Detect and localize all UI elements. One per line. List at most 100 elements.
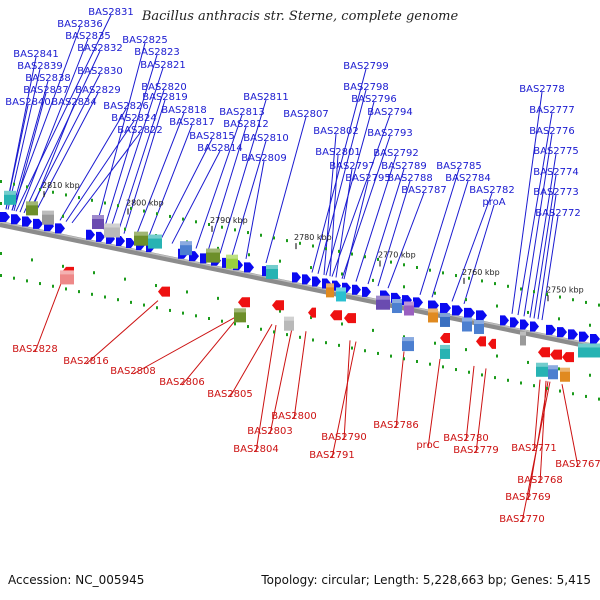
guide-dot-lower-inner (93, 271, 95, 275)
forward-gene-label[interactable]: BAS2826 (103, 101, 149, 112)
forward-gene-label[interactable]: BAS2795 (345, 173, 391, 184)
reverse-gene-label[interactable]: BAS2816 (63, 356, 109, 367)
forward-gene-label[interactable]: BAS2807 (283, 109, 329, 120)
forward-gene-label[interactable]: BAS2810 (243, 133, 289, 144)
forward-gene-label[interactable]: BAS2819 (142, 92, 188, 103)
forward-gene-label[interactable]: BAS2814 (197, 143, 243, 154)
reverse-gene-label[interactable]: BAS2803 (247, 426, 293, 437)
guide-dot-upper-inner (0, 202, 2, 205)
forward-gene-label[interactable]: BAS2776 (529, 126, 575, 137)
forward-gene-label[interactable]: BAS2831 (88, 7, 134, 18)
forward-gene-label[interactable]: BAS2837 (23, 85, 69, 96)
leader-line (29, 104, 75, 215)
forward-gene-label[interactable]: BAS2836 (57, 19, 103, 30)
reverse-gene-label[interactable]: BAS2805 (207, 389, 253, 400)
forward-gene-label[interactable]: BAS2823 (134, 47, 180, 58)
forward-gene-label[interactable]: BAS2825 (122, 35, 168, 46)
forward-gene-label[interactable]: BAS2798 (343, 82, 389, 93)
forward-gene-label[interactable]: BAS2793 (367, 128, 413, 139)
reverse-gene-label[interactable]: BAS2770 (499, 514, 545, 525)
tick-label: 2750 kbp (546, 285, 584, 294)
forward-gene-label[interactable]: BAS2774 (533, 167, 579, 178)
guide-dot-upper (91, 198, 93, 202)
genome-summary-text: Topology: circular; Length: 5,228,663 bp… (261, 573, 591, 587)
reverse-gene-label[interactable]: BAS2804 (233, 444, 279, 455)
forward-gene-arrow (413, 297, 423, 308)
forward-gene-label[interactable]: BAS2815 (189, 131, 235, 142)
forward-gene-label[interactable]: BAS2792 (373, 148, 419, 159)
forward-gene-arrow (55, 223, 65, 234)
forward-gene-label[interactable]: BAS2809 (241, 153, 287, 164)
reverse-gene-label[interactable]: proC (416, 440, 439, 451)
forward-gene-label[interactable]: BAS2789 (381, 161, 427, 172)
leader-line (65, 120, 135, 222)
forward-gene-arrow (520, 319, 529, 330)
reverse-gene-label[interactable]: BAS2800 (271, 411, 317, 422)
reverse-gene-label[interactable]: BAS2768 (517, 475, 563, 486)
reverse-gene-label[interactable]: BAS2828 (12, 344, 58, 355)
forward-gene-label[interactable]: BAS2821 (140, 60, 186, 71)
forward-gene-label[interactable]: BAS2822 (117, 125, 163, 136)
reverse-gene-label[interactable]: BAS2791 (309, 450, 355, 461)
forward-gene-label[interactable]: BAS2773 (533, 187, 579, 198)
reverse-gene-label[interactable]: BAS2790 (321, 432, 367, 443)
forward-gene-label[interactable]: BAS2834 (51, 97, 97, 108)
guide-dot-lower-inner (31, 258, 33, 262)
reverse-gene-label[interactable]: BAS2786 (373, 420, 419, 431)
forward-gene-label[interactable]: BAS2785 (436, 161, 482, 172)
guide-dot-upper (260, 233, 262, 237)
forward-gene-label[interactable]: BAS2820 (141, 82, 187, 93)
forward-gene-label[interactable]: BAS2797 (329, 161, 375, 172)
feature-box (428, 308, 438, 323)
forward-gene-label[interactable]: BAS2812 (223, 119, 269, 130)
guide-dot-lower-inner (217, 296, 219, 300)
forward-gene-label[interactable]: BAS2840 (5, 97, 51, 108)
feature-box (134, 231, 148, 246)
forward-gene-label[interactable]: BAS2829 (75, 85, 121, 96)
forward-gene-label[interactable]: BAS2832 (77, 43, 123, 54)
forward-gene-label[interactable]: BAS2775 (533, 146, 579, 157)
reverse-gene-label[interactable]: BAS2767 (555, 459, 600, 470)
forward-gene-label[interactable]: BAS2778 (519, 84, 565, 95)
forward-gene-label[interactable]: BAS2782 (469, 185, 515, 196)
forward-gene-label[interactable]: BAS2841 (13, 49, 59, 60)
forward-gene-label[interactable]: BAS2787 (401, 185, 447, 196)
forward-gene-label[interactable]: BAS2830 (77, 66, 123, 77)
reverse-gene-label[interactable]: BAS2769 (505, 492, 551, 503)
reverse-gene-label[interactable]: BAS2780 (443, 433, 489, 444)
reverse-gene-label[interactable]: BAS2779 (453, 445, 499, 456)
gene-labels[interactable]: BAS2831BAS2836BAS2835BAS2832BAS2841BAS28… (5, 7, 600, 525)
reverse-gene-label[interactable]: BAS2771 (511, 443, 557, 454)
feature-box (474, 319, 484, 334)
forward-gene-label[interactable]: BAS2799 (343, 61, 389, 72)
guide-dot-lower (299, 335, 301, 339)
forward-gene-label[interactable]: BAS2835 (65, 31, 111, 42)
guide-dot-lower (416, 359, 418, 363)
forward-gene-label[interactable]: BAS2788 (387, 173, 433, 184)
feature-box-shine (404, 301, 414, 306)
forward-gene-label[interactable]: BAS2796 (351, 94, 397, 105)
forward-gene-label[interactable]: BAS2824 (111, 113, 157, 124)
forward-gene-arrow (546, 324, 556, 335)
forward-gene-label[interactable]: BAS2784 (445, 173, 491, 184)
forward-gene-label[interactable]: BAS2813 (219, 107, 265, 118)
forward-gene-label[interactable]: proA (482, 197, 505, 208)
forward-gene-label[interactable]: BAS2811 (243, 92, 289, 103)
forward-gene-label[interactable]: BAS2777 (529, 105, 575, 116)
reverse-gene-label[interactable]: BAS2806 (159, 377, 205, 388)
forward-gene-label[interactable]: BAS2817 (169, 117, 215, 128)
forward-gene-label[interactable]: BAS2772 (535, 208, 581, 219)
forward-gene-label[interactable]: BAS2801 (315, 147, 361, 158)
guide-dot-upper-inner (496, 304, 498, 308)
forward-gene-label[interactable]: BAS2794 (367, 107, 413, 118)
guide-dot-lower (221, 319, 223, 323)
guide-dot-lower (481, 373, 483, 377)
guide-dot-lower-inner (589, 373, 591, 377)
forward-gene-label[interactable]: BAS2839 (17, 61, 63, 72)
forward-gene-label[interactable]: BAS2802 (313, 126, 359, 137)
forward-gene-label[interactable]: BAS2838 (25, 73, 71, 84)
leader-line (255, 324, 277, 453)
forward-gene-label[interactable]: BAS2818 (161, 105, 207, 116)
leader-line (427, 358, 441, 449)
reverse-gene-label[interactable]: BAS2808 (110, 366, 156, 377)
